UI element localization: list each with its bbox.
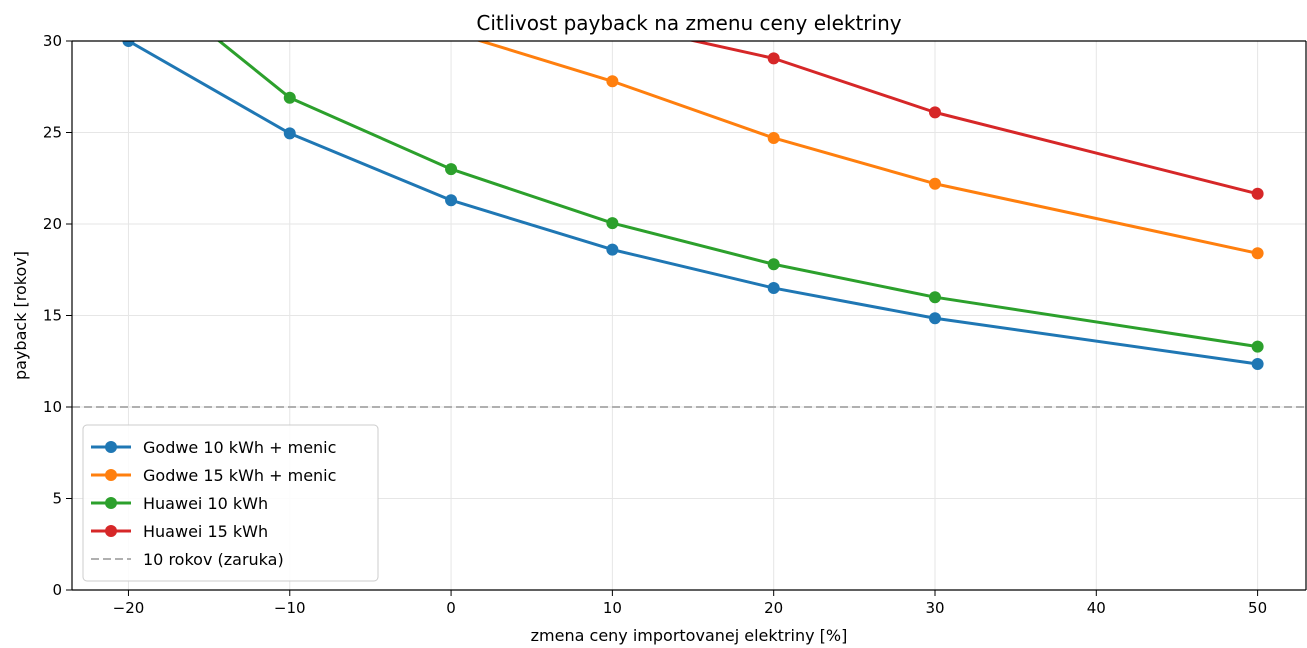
y-tick-label: 5 — [52, 490, 62, 508]
y-tick-label: 30 — [43, 32, 62, 50]
data-point — [122, 41, 135, 47]
data-point — [1251, 247, 1264, 260]
x-tick-label: 50 — [1248, 599, 1267, 617]
data-point — [445, 163, 458, 176]
y-tick-label: 15 — [43, 307, 62, 325]
legend-entry: Godwe 10 kWh + menic — [91, 438, 336, 457]
data-point — [283, 91, 296, 104]
data-point — [1251, 357, 1264, 370]
series-line — [475, 41, 1260, 255]
data-point — [767, 131, 780, 144]
x-tick-label: 40 — [1087, 599, 1106, 617]
y-axis-label: payback [rokov] — [11, 251, 30, 380]
legend-entry: Godwe 15 kWh + menic — [91, 466, 336, 485]
data-point — [767, 52, 780, 65]
series-3 — [216, 41, 1264, 353]
legend: Godwe 10 kWh + menic Godwe 15 kWh + menic… — [82, 424, 379, 582]
tick-labels: −20 −10 0 10 20 30 40 50 0 5 10 15 20 25 30 — [43, 32, 1267, 617]
data-point — [928, 291, 941, 304]
y-tick-label: 0 — [52, 581, 62, 599]
series-4 — [688, 41, 1264, 200]
legend-label: 10 rokov (zaruka) — [143, 550, 284, 569]
data-point — [928, 106, 941, 119]
data-point — [1251, 340, 1264, 353]
legend-marker — [105, 441, 117, 453]
y-tick-label: 25 — [43, 124, 62, 142]
x-tick-label: −10 — [274, 599, 306, 617]
data-point — [606, 243, 619, 256]
x-tick-label: −20 — [113, 599, 145, 617]
legend-marker — [105, 497, 117, 509]
legend-label: Godwe 15 kWh + menic — [143, 466, 336, 485]
y-tick-label: 20 — [43, 215, 62, 233]
data-point — [606, 217, 619, 230]
chart-title: Citlivost payback na zmenu ceny elektrin… — [476, 11, 901, 35]
y-tick-label: 10 — [43, 398, 62, 416]
x-tick-label: 20 — [764, 599, 783, 617]
data-point — [445, 26, 457, 38]
data-point — [767, 258, 780, 271]
legend-entry: Huawei 15 kWh — [91, 522, 268, 541]
x-axis-label: zmena ceny importovanej elektriny [%] — [531, 626, 848, 645]
x-tick-label: 10 — [603, 599, 622, 617]
data-point — [928, 312, 941, 325]
legend-marker — [105, 525, 117, 537]
data-point — [606, 75, 619, 88]
legend-label: Huawei 15 kWh — [143, 522, 268, 541]
legend-entry: 10 rokov (zaruka) — [91, 550, 284, 569]
x-tick-label: 30 — [925, 599, 944, 617]
legend-box — [82, 424, 379, 582]
legend-entry: Huawei 10 kWh — [91, 494, 268, 513]
data-point — [1251, 187, 1264, 200]
series-layer — [122, 26, 1264, 370]
data-point — [928, 177, 941, 190]
legend-label: Huawei 10 kWh — [143, 494, 268, 513]
data-point — [445, 194, 458, 207]
series-1 — [122, 41, 1264, 370]
legend-marker — [105, 469, 117, 481]
data-point — [767, 282, 780, 295]
legend-label: Godwe 10 kWh + menic — [143, 438, 336, 457]
data-point — [283, 127, 296, 140]
series-2 — [445, 26, 1264, 260]
x-tick-label: 0 — [446, 599, 456, 617]
series-line — [216, 41, 1260, 349]
